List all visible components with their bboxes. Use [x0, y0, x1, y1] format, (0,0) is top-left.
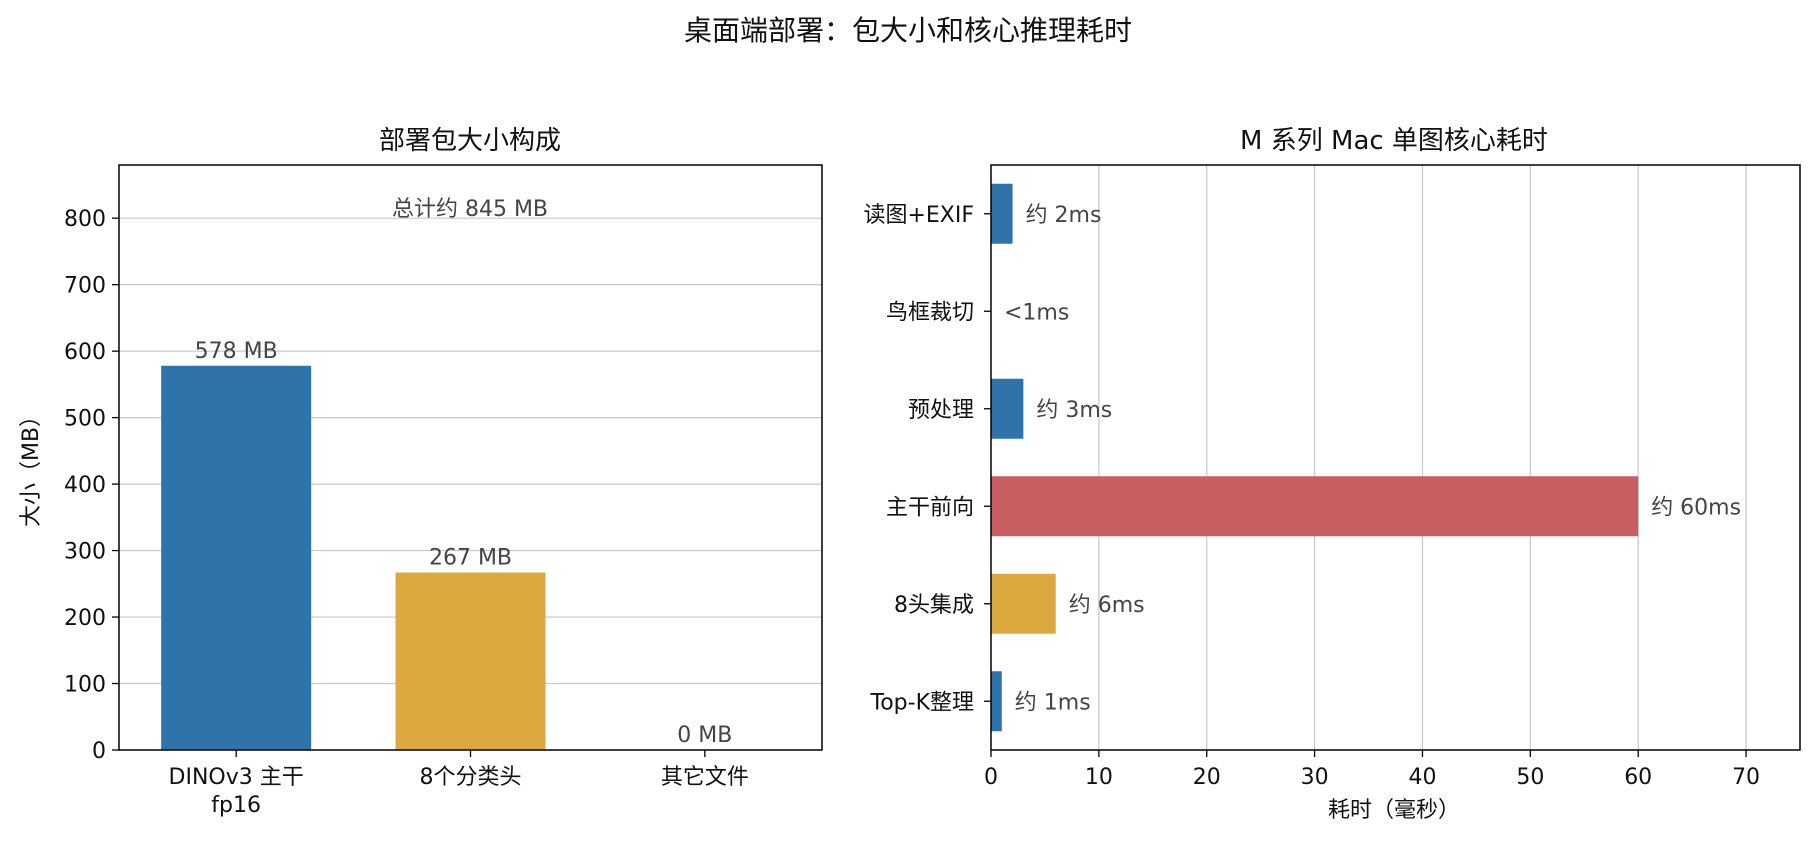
- y-tick-label: 鸟框裁切: [886, 300, 974, 325]
- x-tick-label: 70: [1732, 765, 1760, 790]
- bar-value-label: 约 1ms: [1015, 690, 1091, 715]
- x-tick-label: 8个分类头: [420, 765, 522, 790]
- y-tick-label: 800: [64, 207, 106, 232]
- x-tick-label: 其它文件: [661, 765, 749, 790]
- bar: [991, 183, 1013, 244]
- y-tick-label: Top-K整理: [870, 690, 975, 715]
- x-tick-label: 20: [1193, 765, 1221, 790]
- bar: [991, 573, 1056, 634]
- bar: [991, 378, 1024, 439]
- y-tick-label: 500: [64, 407, 106, 432]
- bar: [161, 365, 312, 750]
- inference-time-plot-frame: [990, 164, 1801, 751]
- inference-time-chart: M 系列 Mac 单图核心耗时 耗时（毫秒） 0 10 20 30 40 50 60 70 约 …: [863, 126, 1801, 823]
- x-tick-label: 50: [1516, 765, 1544, 790]
- bar-value-label: 267 MB: [429, 546, 512, 571]
- bar-value-label: 0 MB: [677, 723, 732, 748]
- y-tick-label: 400: [64, 473, 106, 498]
- y-tick-label: 700: [64, 274, 106, 299]
- y-tick-label: 100: [64, 673, 106, 698]
- x-tick-label: 10: [1085, 765, 1113, 790]
- bar-value-label: <1ms: [1004, 300, 1069, 325]
- package-size-y-axis-label: 大小（MB）: [19, 405, 44, 527]
- bar-value-label: 约 2ms: [1026, 203, 1102, 228]
- package-size-plot-frame: [118, 164, 823, 751]
- x-tick-label: 60: [1624, 765, 1652, 790]
- inference-time-x-axis-label: 耗时（毫秒）: [1328, 798, 1460, 823]
- bar-value-label: 约 3ms: [1036, 398, 1112, 423]
- x-tick-label: 0: [984, 765, 998, 790]
- bar: [991, 671, 1002, 732]
- inference-time-chart-title: M 系列 Mac 单图核心耗时: [1240, 126, 1548, 156]
- bar: [395, 572, 546, 750]
- y-tick-label: 预处理: [908, 398, 974, 423]
- bar-value-label: 578 MB: [195, 339, 278, 364]
- package-size-chart: 部署包大小构成 总计约 845 MB 大小（MB） 01002003004005…: [19, 126, 823, 818]
- y-tick-label: 200: [64, 606, 106, 631]
- x-tick-label: DINOv3 主干 fp16: [169, 765, 304, 818]
- x-tick-label: 40: [1408, 765, 1436, 790]
- bar: [991, 476, 1639, 537]
- x-tick-label: 30: [1301, 765, 1329, 790]
- y-tick-label: 主干前向: [886, 495, 974, 520]
- figure-suptitle: 桌面端部署：包大小和核心推理耗时: [684, 14, 1132, 47]
- bar-value-label: 约 6ms: [1069, 593, 1145, 618]
- bar-value-label: 约 60ms: [1651, 495, 1741, 520]
- y-tick-label: 8头集成: [894, 593, 974, 618]
- package-size-chart-title: 部署包大小构成: [379, 126, 561, 156]
- y-tick-label: 300: [64, 540, 106, 565]
- y-tick-label: 600: [64, 340, 106, 365]
- y-tick-label: 0: [92, 739, 106, 764]
- y-tick-label: 读图+EXIF: [863, 203, 974, 228]
